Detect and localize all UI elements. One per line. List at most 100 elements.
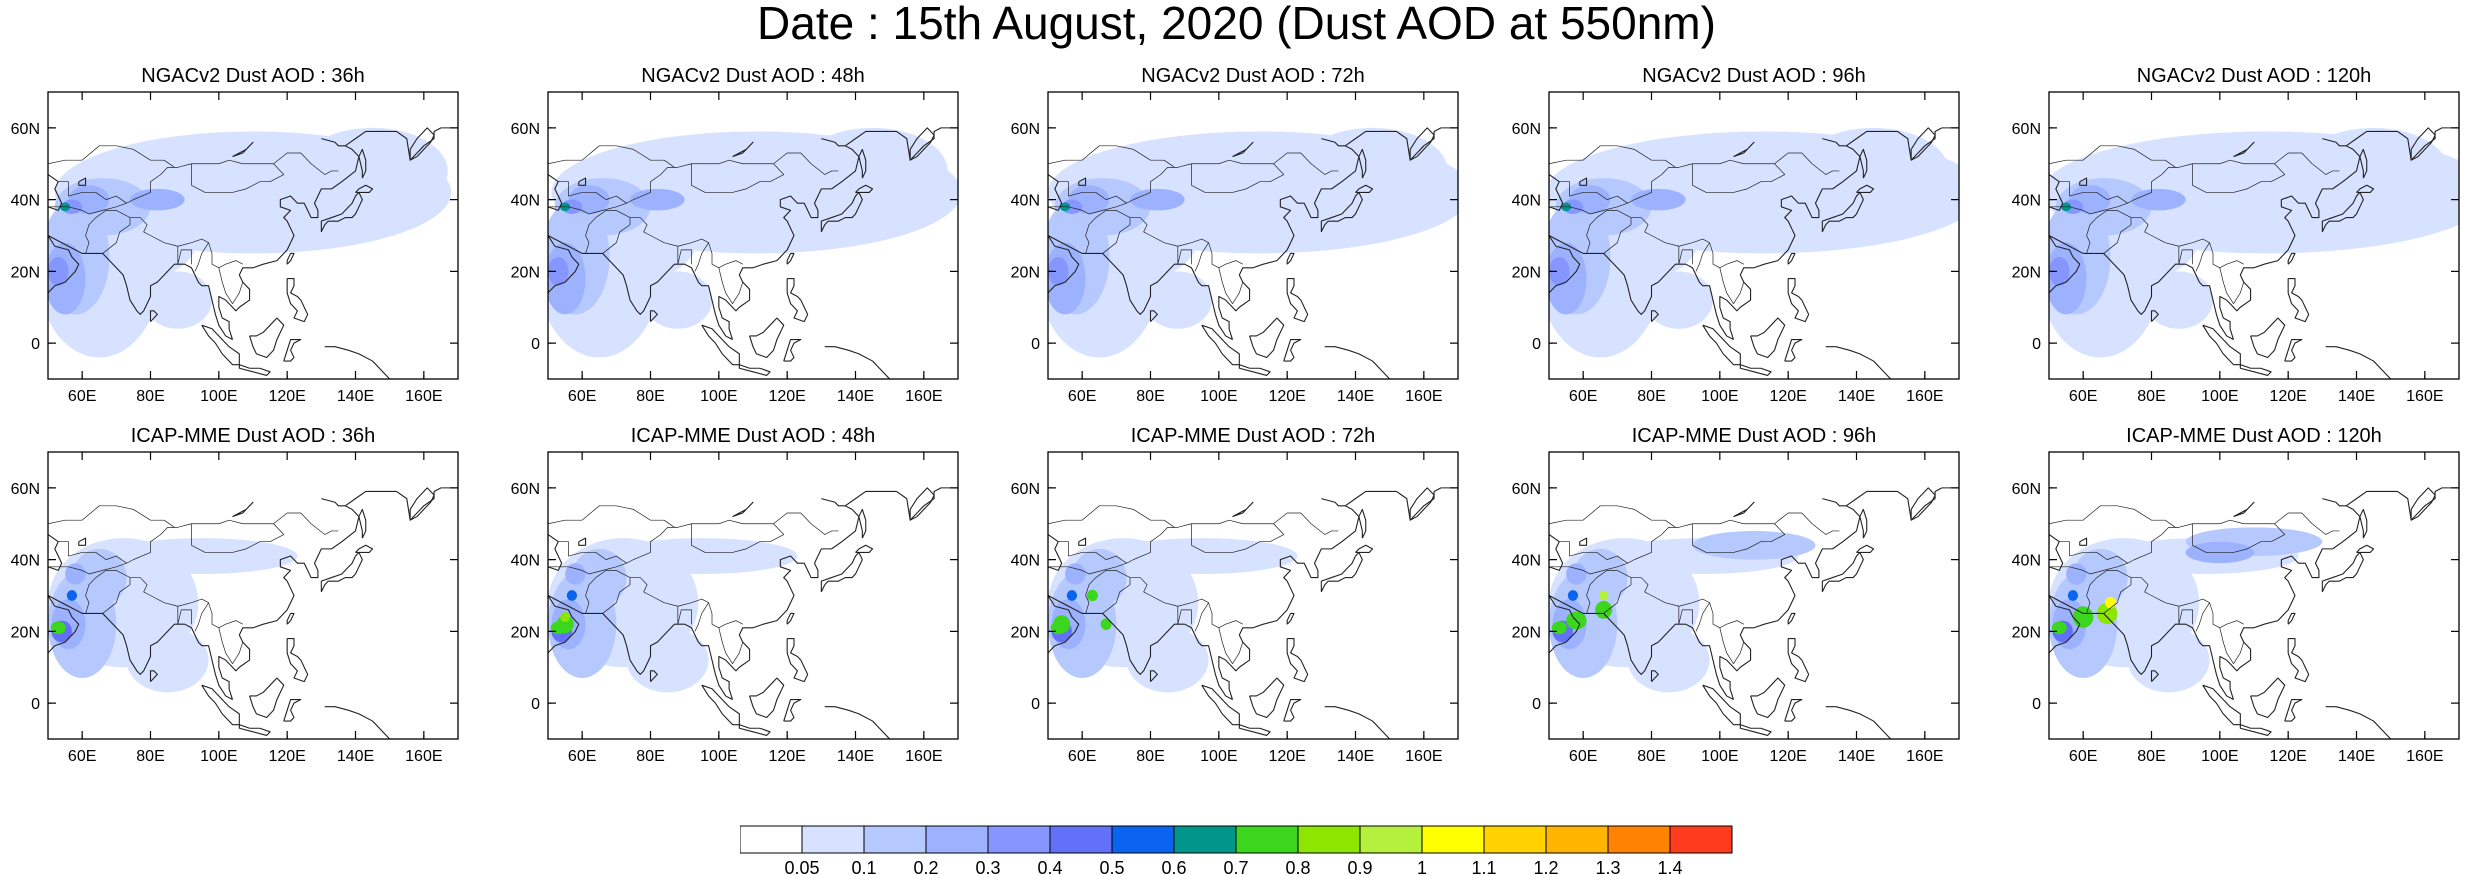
coastline <box>286 278 309 323</box>
coastline <box>2219 487 2459 700</box>
y-tick-label: 60N <box>2012 481 2041 498</box>
panel-title: NGACv2 Dust AOD : 36h <box>141 65 365 87</box>
dust-aod-region <box>2144 271 2213 329</box>
country-border <box>191 163 285 193</box>
y-tick-label: 0 <box>531 696 540 713</box>
y-tick-label: 60N <box>511 121 540 138</box>
coastline <box>2322 138 2347 147</box>
x-tick-label: 80E <box>2137 748 2165 765</box>
coastline <box>548 235 580 294</box>
coastline <box>321 498 346 507</box>
x-tick-label: 160E <box>405 388 442 405</box>
coastline <box>1822 498 1847 507</box>
colorbar-swatch <box>1483 825 1547 854</box>
coastline <box>2079 177 2088 186</box>
coastline <box>218 487 458 700</box>
coastline <box>1910 487 1936 521</box>
map-panel: ICAP-MME Dust AOD : 72h 60E 80E 100E 120E 140… <box>1011 425 1459 799</box>
map-frame <box>2048 451 2460 740</box>
colorbar-swatch <box>1545 825 1609 854</box>
panel-title: ICAP-MME Dust AOD : 72h <box>1130 425 1376 447</box>
coastline <box>1324 346 1391 379</box>
dust-aod-region <box>548 257 569 286</box>
x-tick-label: 100E <box>1200 388 1237 405</box>
country-border <box>2059 541 2128 564</box>
coastline <box>1859 508 1868 539</box>
coastline <box>2233 501 2255 518</box>
country-border <box>48 145 175 168</box>
dust-aod-map: 60E 80E 100E 120E 140E 160E 0 20N 40N 60N <box>1011 91 1459 405</box>
coastline <box>1149 670 1158 682</box>
coastline <box>1750 317 1786 359</box>
x-tick-label: 140E <box>1337 388 1374 405</box>
coastline <box>1232 501 1254 518</box>
country-border <box>2192 163 2286 193</box>
dust-aod-map: 60E 80E 100E 120E 140E 160E 0 20N 40N 60N <box>1512 451 1960 765</box>
coastline <box>1358 148 1367 179</box>
coastline <box>283 338 302 362</box>
coastline <box>1218 127 1458 340</box>
country-border <box>1549 505 1676 528</box>
country-border <box>548 505 675 528</box>
coastline <box>1320 551 1363 593</box>
country-border <box>602 217 631 254</box>
coastline <box>749 317 785 359</box>
coastline <box>1787 638 1810 683</box>
colorbar-swatch <box>1669 825 1733 854</box>
dust-aod-region <box>1126 627 1209 693</box>
coastline <box>1549 235 1734 341</box>
coastline <box>578 537 587 546</box>
coastline <box>1283 698 1302 722</box>
colorbar-label: 0.6 <box>1161 858 1186 875</box>
dust-aod-region <box>1048 257 1069 286</box>
x-tick-label: 100E <box>700 748 737 765</box>
coastline <box>548 595 733 701</box>
country-border <box>177 246 192 265</box>
colorbar-swatch <box>1049 825 1113 854</box>
coastline <box>786 612 795 625</box>
y-tick-label: 20N <box>1011 264 1040 281</box>
colorbar-label: 0.5 <box>1099 858 1124 875</box>
y-tick-label: 60N <box>1011 121 1040 138</box>
coastline <box>48 595 80 654</box>
country-border <box>558 181 627 204</box>
dust-aod-region <box>1644 271 1713 329</box>
country-border <box>2059 181 2128 204</box>
y-tick-label: 40N <box>2012 193 2041 210</box>
dust-aod-region <box>1053 615 1071 634</box>
x-tick-label: 60E <box>1068 748 1096 765</box>
dust-aod-region <box>143 271 212 329</box>
x-tick-label: 60E <box>568 748 596 765</box>
country-border <box>218 627 244 665</box>
coastline <box>1238 724 1271 736</box>
dust-aod-region <box>2051 621 2067 635</box>
coastline <box>1232 141 1254 158</box>
coastline <box>2049 235 2081 294</box>
y-tick-label: 60N <box>511 481 540 498</box>
coastline <box>1355 184 1374 193</box>
country-border <box>1085 595 1090 614</box>
country-border <box>1218 267 1244 305</box>
country-border <box>2049 152 2340 215</box>
coastline <box>321 138 346 147</box>
country-border <box>1085 570 1243 629</box>
coastline <box>2150 670 2159 682</box>
country-border <box>1719 627 1745 665</box>
coastline <box>320 191 363 233</box>
country-border <box>177 606 192 625</box>
coastline <box>1733 501 1755 518</box>
country-border <box>2086 235 2091 254</box>
colorbar-swatch <box>925 825 989 854</box>
dust-aod-region <box>1071 548 1127 607</box>
coastline <box>2079 537 2088 546</box>
x-tick-label: 120E <box>768 748 805 765</box>
coastline <box>1321 498 1346 507</box>
country-border <box>1559 181 1628 204</box>
x-tick-label: 100E <box>700 388 737 405</box>
coastline <box>548 235 733 341</box>
y-tick-label: 20N <box>2012 264 2041 281</box>
map-panel: ICAP-MME Dust AOD : 120h 60E 80E 100E 120E 14… <box>2012 425 2460 799</box>
y-tick-label: 0 <box>1532 336 1541 353</box>
country-border <box>1191 163 1285 193</box>
dust-aod-map: 60E 80E 100E 120E 140E 160E 0 20N 40N 60N <box>2012 91 2460 405</box>
